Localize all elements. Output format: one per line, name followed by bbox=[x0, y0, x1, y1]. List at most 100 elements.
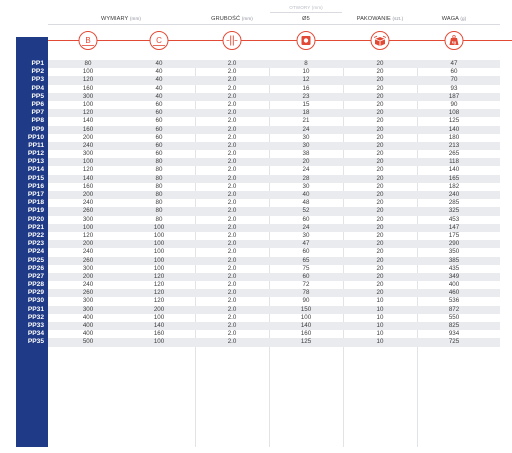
cell-otwory: 125 bbox=[300, 338, 312, 346]
table-row: PP24 240 100 2.0 60 20 350 bbox=[28, 248, 500, 256]
cell-otwory: 47 bbox=[302, 240, 310, 248]
cell-waga: 60 bbox=[450, 68, 458, 76]
cell-wymiary-c: 80 bbox=[155, 207, 163, 215]
cell-otwory: 23 bbox=[302, 92, 310, 100]
cell-pakowanie: 20 bbox=[376, 223, 384, 231]
cell-waga: 536 bbox=[448, 297, 460, 305]
table-row: PP3 120 40 2.0 12 20 70 bbox=[32, 76, 500, 85]
cell-wymiary-b: 240 bbox=[82, 248, 94, 256]
cell-otwory: 20 bbox=[302, 158, 310, 166]
cell-waga: 108 bbox=[448, 109, 460, 117]
cell-waga: 70 bbox=[450, 76, 458, 84]
cell-pakowanie: 20 bbox=[376, 84, 384, 92]
icon-b-letter: B bbox=[85, 36, 90, 45]
cell-wymiary-b: 240 bbox=[82, 281, 94, 289]
cell-grubosc: 2.0 bbox=[227, 264, 237, 272]
cell-otwory: 150 bbox=[300, 305, 312, 313]
cell-grubosc: 2.0 bbox=[227, 199, 237, 207]
cell-grubosc: 2.0 bbox=[227, 117, 237, 125]
cell-grubosc: 2.0 bbox=[227, 305, 237, 313]
product-code: PP15 bbox=[27, 174, 44, 182]
cell-otwory: 28 bbox=[302, 174, 310, 182]
pakowanie-unit: (szt.) bbox=[392, 16, 404, 21]
product-code: PP3 bbox=[31, 76, 44, 84]
cell-pakowanie: 20 bbox=[376, 100, 384, 108]
table-row: PP35 500 100 2.0 125 10 725 bbox=[28, 338, 500, 347]
table-row: PP18 240 80 2.0 48 20 285 bbox=[28, 199, 500, 207]
header-red-rule bbox=[48, 40, 512, 41]
cell-wymiary-c: 120 bbox=[153, 272, 165, 280]
cell-otwory: 75 bbox=[302, 264, 310, 272]
cell-grubosc: 2.0 bbox=[227, 313, 237, 321]
table-row: PP10 200 60 2.0 30 20 180 bbox=[28, 133, 500, 142]
cell-wymiary-b: 300 bbox=[82, 297, 94, 305]
cell-wymiary-c: 160 bbox=[153, 330, 165, 338]
cell-waga: 285 bbox=[448, 199, 460, 207]
cell-pakowanie: 20 bbox=[376, 231, 384, 239]
cell-wymiary-c: 100 bbox=[153, 256, 165, 264]
cell-waga: 125 bbox=[448, 117, 460, 125]
cell-wymiary-c: 80 bbox=[155, 182, 163, 190]
cell-otwory: 16 bbox=[302, 84, 310, 92]
cell-otwory: 12 bbox=[302, 76, 310, 84]
product-code: PP33 bbox=[27, 322, 44, 329]
cell-grubosc: 2.0 bbox=[227, 133, 237, 141]
cell-grubosc: 2.0 bbox=[227, 248, 237, 256]
cell-pakowanie: 20 bbox=[376, 117, 384, 125]
cell-waga: 872 bbox=[448, 305, 460, 313]
cell-otwory: 30 bbox=[302, 231, 310, 239]
cell-wymiary-b: 400 bbox=[82, 322, 94, 329]
cell-waga: 435 bbox=[448, 264, 460, 272]
table-row: PP25 260 100 2.0 65 20 385 bbox=[28, 256, 500, 265]
product-code: PP26 bbox=[27, 264, 44, 272]
table-row: PP29 260 120 2.0 78 20 460 bbox=[28, 289, 500, 298]
cell-otwory: 24 bbox=[302, 125, 310, 133]
cell-waga: 175 bbox=[448, 231, 460, 239]
otwory-unit: (mm) bbox=[311, 5, 323, 10]
cell-waga: 265 bbox=[448, 150, 460, 158]
packaging-icon bbox=[370, 31, 390, 50]
cell-grubosc: 2.0 bbox=[227, 191, 237, 198]
cell-pakowanie: 20 bbox=[376, 125, 384, 133]
cell-wymiary-b: 120 bbox=[82, 76, 94, 84]
product-code: PP29 bbox=[27, 289, 44, 297]
product-code: PP18 bbox=[27, 199, 44, 207]
cell-otwory: 15 bbox=[302, 100, 310, 108]
otwory-header: OTWORY (mm) bbox=[289, 5, 323, 10]
cell-pakowanie: 20 bbox=[376, 215, 384, 223]
cell-wymiary-c: 40 bbox=[155, 60, 163, 67]
cell-grubosc: 2.0 bbox=[227, 223, 237, 231]
table-row: PP23 200 100 2.0 47 20 290 bbox=[28, 240, 500, 249]
cell-otwory: 90 bbox=[302, 297, 310, 305]
table-row: PP32 400 100 2.0 100 10 550 bbox=[28, 313, 500, 322]
cell-waga: 213 bbox=[448, 141, 460, 149]
table-row: PP1 80 40 2.0 8 20 47 bbox=[32, 60, 500, 69]
product-code: PP10 bbox=[27, 133, 44, 141]
table-row: PP26 300 100 2.0 75 20 435 bbox=[28, 264, 500, 273]
cell-grubosc: 2.0 bbox=[227, 76, 237, 84]
cell-wymiary-c: 60 bbox=[155, 141, 163, 149]
product-code: PP22 bbox=[27, 231, 44, 239]
product-code: PP4 bbox=[31, 84, 44, 92]
otwory-sub-header: Ø5 bbox=[302, 16, 310, 22]
cell-waga: 400 bbox=[448, 281, 460, 289]
cell-waga: 240 bbox=[448, 191, 460, 198]
col-separator bbox=[195, 60, 196, 447]
cell-pakowanie: 20 bbox=[376, 133, 384, 141]
waga-label: WAGA bbox=[441, 16, 459, 22]
cell-otwory: 40 bbox=[302, 191, 310, 198]
cell-grubosc: 2.0 bbox=[227, 256, 237, 264]
table-row: PP12 300 60 2.0 38 20 265 bbox=[28, 150, 500, 158]
cell-grubosc: 2.0 bbox=[227, 141, 237, 149]
product-code: PP20 bbox=[27, 215, 44, 223]
cell-pakowanie: 20 bbox=[376, 240, 384, 248]
cell-grubosc: 2.0 bbox=[227, 330, 237, 338]
cell-pakowanie: 20 bbox=[376, 264, 384, 272]
cell-pakowanie: 20 bbox=[376, 60, 384, 67]
cell-pakowanie: 20 bbox=[376, 191, 384, 198]
cell-otwory: 18 bbox=[302, 109, 310, 117]
cell-wymiary-c: 80 bbox=[155, 174, 163, 182]
col-separator bbox=[417, 60, 418, 447]
cell-waga: 147 bbox=[448, 223, 460, 231]
cell-otwory: 30 bbox=[302, 133, 310, 141]
